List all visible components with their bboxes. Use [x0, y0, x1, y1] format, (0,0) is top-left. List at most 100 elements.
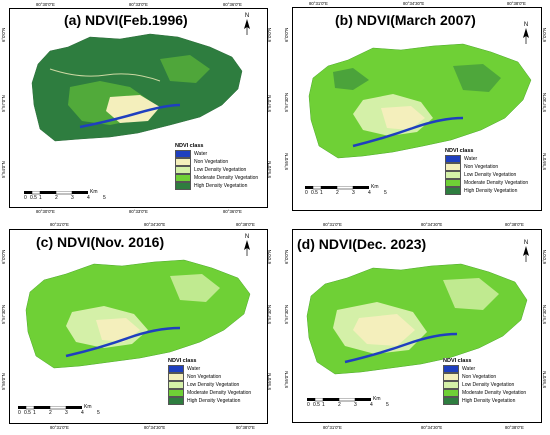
- legend-label: Non Vegetation: [464, 164, 499, 170]
- bottom-coord: 80°31'0"E: [323, 425, 342, 430]
- right-coord: 5°57'0"N: [267, 95, 272, 112]
- right-coord: 5°57'30"N: [267, 304, 272, 324]
- legend-swatch: [443, 365, 459, 373]
- top-coord: 80°36'0"E: [223, 2, 242, 7]
- legend-label: Moderate Density Vegetation: [194, 175, 259, 181]
- scale-label: 5: [386, 402, 389, 408]
- legend-label: High Density Vegetation: [462, 398, 516, 404]
- legend-item-water: Water: [175, 150, 263, 158]
- left-coord: 5°57'30"N: [1, 304, 6, 324]
- left-coord: 6°0'0"N: [284, 249, 289, 264]
- left-coord: 5°55'0"N: [284, 371, 289, 388]
- scale-label: 4: [87, 195, 90, 201]
- scale-bar: 0 0.5 1 2 3 4 5 Km: [24, 189, 110, 201]
- legend-label: Moderate Density Vegetation: [464, 180, 529, 186]
- bottom-coord: 80°33'0"E: [129, 209, 148, 214]
- legend-swatch: [445, 187, 461, 195]
- scale-unit: Km: [90, 189, 98, 195]
- scale-unit: Km: [84, 404, 92, 410]
- scale-label: 0: [24, 195, 27, 201]
- scale-bar: 0 0.5 1 2 3 4 5 Km: [18, 404, 104, 416]
- top-coord: 80°30'0"E: [36, 2, 55, 7]
- map-frame: N NDVI class Water Non Vegetation Low De…: [292, 229, 542, 423]
- scale-label: 1: [39, 195, 42, 201]
- bottom-coord: 80°34'30"E: [144, 425, 166, 430]
- right-coord: 6°0'0"N: [267, 27, 272, 42]
- legend-swatch: [168, 381, 184, 389]
- legend-swatch: [168, 365, 184, 373]
- map-frame: N NDVI class Water Non Vegetation Low De…: [292, 7, 542, 211]
- panel-a: 80°30'0"E 80°33'0"E 80°36'0"E N NDVI cla…: [0, 0, 275, 218]
- scale-label: 0: [305, 190, 308, 196]
- legend-item-water: Water: [445, 155, 537, 163]
- top-coord: 80°31'0"E: [309, 1, 328, 6]
- right-coord: 5°57'30"N: [542, 92, 547, 112]
- top-coord: 80°34'30"E: [144, 222, 166, 227]
- right-coord: 6°0'0"N: [542, 249, 547, 264]
- bottom-coord: 80°38'0"E: [505, 425, 524, 430]
- legend-label: Non Vegetation: [462, 374, 497, 380]
- legend-item-high-density: High Density Vegetation: [445, 187, 537, 195]
- legend-swatch: [175, 150, 191, 158]
- top-coord: 80°38'0"E: [236, 222, 255, 227]
- legend-title: NDVI class: [445, 148, 474, 154]
- scale-label: 4: [370, 402, 373, 408]
- right-coord: 5°55'0"N: [542, 371, 547, 388]
- panel-title: (c) NDVI(Nov. 2016): [36, 234, 165, 250]
- legend-swatch: [445, 171, 461, 179]
- scale-label: 2: [336, 190, 339, 196]
- legend-label: Low Density Vegetation: [194, 167, 247, 173]
- legend-item-low-density: Low Density Vegetation: [445, 171, 537, 179]
- ndvi-map: [308, 43, 532, 159]
- legend-swatch: [175, 158, 191, 166]
- legend-label: Moderate Density Vegetation: [462, 390, 527, 396]
- scale-label: 5: [384, 190, 387, 196]
- panel-title: (a) NDVI(Feb.1996): [64, 12, 188, 28]
- scale-label: 4: [368, 190, 371, 196]
- right-coord: 5°55'0"N: [542, 153, 547, 170]
- scale-label: 2: [49, 410, 52, 416]
- legend-item-water: Water: [168, 365, 263, 373]
- north-arrow: N: [242, 234, 252, 256]
- bottom-coord: 80°36'0"E: [223, 209, 242, 214]
- legend-swatch: [443, 381, 459, 389]
- scale-label: 5: [103, 195, 106, 201]
- scale-label: 5: [97, 410, 100, 416]
- legend-item-moderate-density: Moderate Density Vegetation: [168, 389, 263, 397]
- scale-label: 0.5: [313, 402, 320, 408]
- legend-swatch: [175, 174, 191, 182]
- top-coord: 80°31'0"E: [50, 222, 69, 227]
- scale-label: 2: [338, 402, 341, 408]
- legend: NDVI class Water Non Vegetation Low Dens…: [445, 148, 537, 195]
- legend-swatch: [445, 155, 461, 163]
- left-coord: 5°57'30"N: [284, 92, 289, 112]
- bottom-coord: 80°34'30"E: [421, 425, 443, 430]
- legend-item-moderate-density: Moderate Density Vegetation: [443, 389, 537, 397]
- north-label: N: [244, 13, 250, 19]
- bottom-coord: 80°30'0"E: [36, 209, 55, 214]
- legend-item-moderate-density: Moderate Density Vegetation: [175, 174, 263, 182]
- legend-swatch: [443, 389, 459, 397]
- legend-label: Low Density Vegetation: [462, 382, 515, 388]
- legend-swatch: [168, 389, 184, 397]
- scale-label: 3: [354, 402, 357, 408]
- legend-item-water: Water: [443, 365, 537, 373]
- legend-label: Water: [464, 156, 478, 162]
- panel-title: (d) NDVI(Dec. 2023): [297, 236, 427, 252]
- scale-unit: Km: [373, 396, 381, 402]
- legend-item-low-density: Low Density Vegetation: [168, 381, 263, 389]
- panel-d: 80°31'0"E 80°34'30"E 80°38'0"E N NDVI cl…: [283, 220, 550, 435]
- right-coord: 5°57'30"N: [542, 304, 547, 324]
- bottom-coord: 80°31'0"E: [50, 425, 69, 430]
- scale-label: 0: [18, 410, 21, 416]
- north-arrow: N: [521, 22, 531, 44]
- panel-title: (b) NDVI(March 2007): [335, 12, 476, 28]
- top-coord: 80°34'30"E: [403, 1, 425, 6]
- legend-swatch: [175, 182, 191, 190]
- scale-label: 4: [81, 410, 84, 416]
- scale-label: 0.5: [30, 195, 37, 201]
- panel-b: 80°31'0"E 80°34'30"E 80°38'0"E N NDVI cl…: [283, 0, 550, 218]
- legend-item-moderate-density: Moderate Density Vegetation: [445, 179, 537, 187]
- legend-title: NDVI class: [168, 358, 197, 364]
- legend-label: High Density Vegetation: [464, 188, 518, 194]
